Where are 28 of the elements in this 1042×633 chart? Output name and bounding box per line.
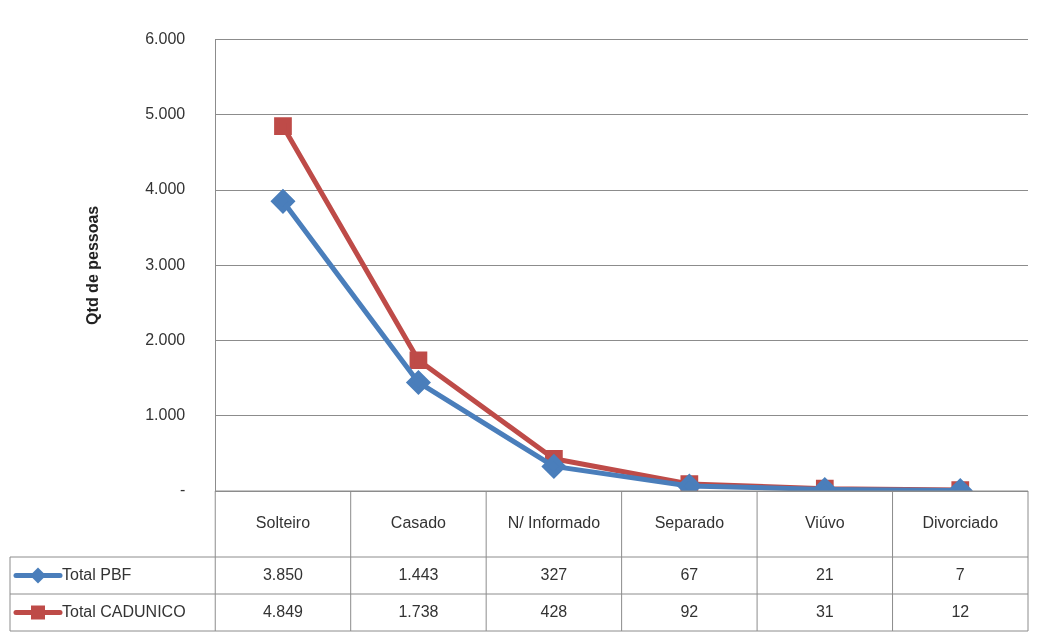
y-tick-label: - (179, 481, 186, 499)
x-tick-label: Casado (390, 514, 447, 532)
data-label: 1.443 (398, 565, 439, 583)
data-label: 12 (951, 602, 970, 620)
x-tick-label: N/ Informado (507, 514, 601, 532)
y-tick-label: 1.000 (145, 406, 186, 424)
x-tick-label: Divorciado (922, 514, 999, 532)
y-tick-label: 3.000 (145, 255, 186, 273)
data-label: 3.850 (262, 565, 304, 583)
y-tick-label: 2.000 (145, 330, 186, 348)
data-label: 1.738 (398, 602, 439, 620)
x-tick-label: Solteiro (255, 514, 311, 532)
data-label: 327 (540, 565, 568, 583)
legend-label: Total PBF (62, 565, 132, 583)
y-tick-label: 4.000 (145, 180, 186, 198)
y-axis-title: Qtd de pessoas (84, 205, 102, 325)
data-label: 21 (815, 565, 834, 583)
y-tick-label: 5.000 (145, 105, 186, 123)
data-label: 7 (955, 565, 965, 583)
data-label: 31 (815, 602, 834, 620)
x-tick-label: Separado (654, 514, 725, 532)
y-tick-label: 6.000 (145, 30, 186, 48)
data-label: 4.849 (262, 602, 304, 620)
data-label: 92 (680, 602, 699, 620)
legend-label: Total CADUNICO (62, 602, 186, 620)
data-label: 67 (680, 565, 699, 583)
x-tick-label: Viúvo (804, 514, 845, 532)
data-label: 428 (540, 602, 568, 620)
